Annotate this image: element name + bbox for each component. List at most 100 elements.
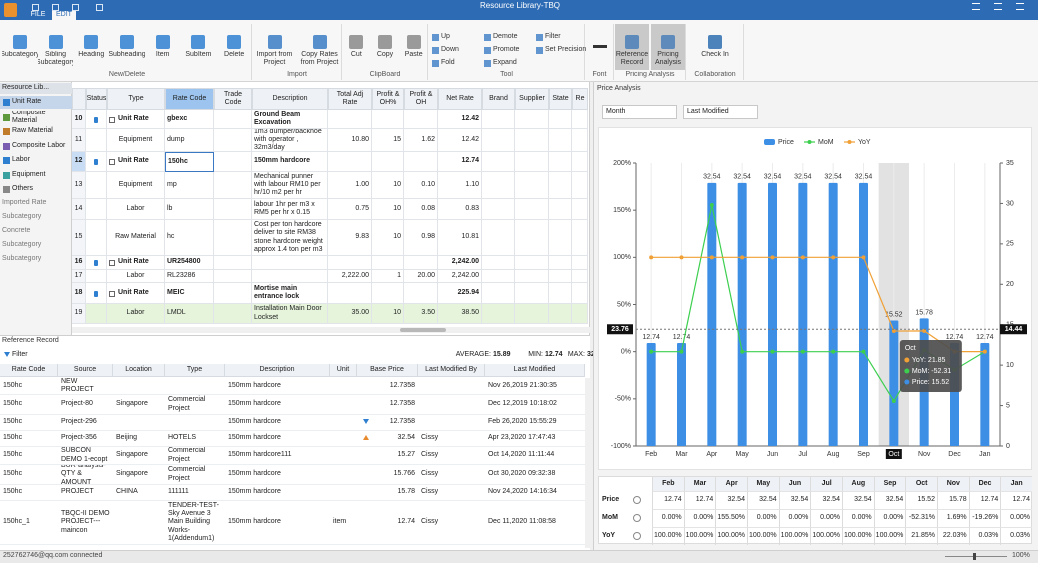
grid-cell[interactable]: UR254800 — [165, 256, 214, 270]
ribbon-button[interactable]: Sibling Subcategory — [37, 51, 74, 67]
grid-cell[interactable]: 1m3 dumper/backhoe with operator , 32m3/… — [252, 129, 328, 152]
grid-cell[interactable] — [549, 199, 572, 220]
grid-cell[interactable]: Labor — [107, 304, 165, 324]
grid-cell[interactable] — [214, 304, 252, 324]
nav-tree-item[interactable]: Subcategory — [2, 212, 42, 220]
grid-cell[interactable]: RL23286 — [165, 270, 214, 283]
grid-cell[interactable]: Labor — [107, 270, 165, 283]
grid-header[interactable]: Supplier — [515, 88, 549, 110]
grid-cell[interactable] — [328, 283, 372, 304]
grid-cell[interactable] — [515, 110, 549, 129]
ribbon-button[interactable]: Copy Rates from Project — [300, 51, 339, 67]
grid-cell[interactable] — [372, 256, 404, 270]
grid-cell[interactable]: MEIC — [165, 283, 214, 304]
grid-cell[interactable]: mp — [165, 172, 214, 199]
grid-cell[interactable]: lb — [165, 199, 214, 220]
grid-cell[interactable] — [572, 110, 588, 129]
nav-tree-item[interactable]: Concrete — [2, 226, 31, 234]
nav-category[interactable]: Labor — [12, 156, 30, 164]
grid-cell[interactable] — [372, 283, 404, 304]
grid-cell[interactable] — [515, 152, 549, 172]
grid-cell[interactable]: 1.10 — [438, 172, 482, 199]
ref-header[interactable]: Unit — [330, 364, 357, 377]
grid-cell[interactable]: 0.75 — [328, 199, 372, 220]
ribbon-button[interactable]: SubItem — [185, 51, 212, 58]
grid-cell[interactable] — [572, 283, 588, 304]
grid-cell[interactable] — [549, 304, 572, 324]
window-control[interactable] — [1016, 3, 1024, 10]
grid-cell[interactable]: 150hc — [165, 152, 214, 172]
quick-access-icon[interactable] — [52, 4, 59, 11]
grid-cell[interactable] — [214, 129, 252, 152]
grid-cell[interactable]: 0.08 — [404, 199, 438, 220]
grid-cell[interactable] — [214, 152, 252, 172]
grid-cell[interactable]: Equipment — [107, 172, 165, 199]
grid-cell[interactable]: 1.00 — [328, 172, 372, 199]
grid-cell[interactable] — [86, 304, 107, 324]
grid-cell[interactable] — [328, 256, 372, 270]
grid-cell[interactable] — [482, 129, 515, 152]
ref-header[interactable]: Base Price — [357, 364, 418, 377]
grid-cell[interactable] — [515, 283, 549, 304]
grid-header[interactable]: Status — [86, 88, 107, 110]
grid-header[interactable]: Total Adj Rate — [328, 88, 372, 110]
grid-header[interactable]: Re — [572, 88, 588, 110]
grid-cell[interactable]: Installation Main Door Lockset — [252, 304, 328, 324]
grid-cell[interactable]: Ground Beam Excavation — [252, 110, 328, 129]
h-scroll-thumb[interactable] — [400, 328, 446, 332]
ribbon-button[interactable]: Demote — [493, 33, 518, 41]
grid-cell[interactable]: 35.00 — [328, 304, 372, 324]
quick-access-icon[interactable] — [72, 4, 79, 11]
grid-header[interactable]: Brand — [482, 88, 515, 110]
grid-cell[interactable] — [549, 270, 572, 283]
ribbon-tab[interactable]: EDIT — [52, 11, 76, 20]
grid-cell[interactable] — [328, 152, 372, 172]
grid-cell[interactable]: LMDL — [165, 304, 214, 324]
ref-header[interactable]: Source — [58, 364, 113, 377]
grid-cell[interactable]: dump — [165, 129, 214, 152]
ribbon-button[interactable]: Check In — [701, 51, 729, 58]
grid-cell[interactable] — [515, 270, 549, 283]
quick-access-icon[interactable] — [96, 4, 103, 11]
grid-cell[interactable]: 0.98 — [404, 220, 438, 256]
grid-cell[interactable]: Mechanical punner with labour RM10 per h… — [252, 172, 328, 199]
grid-cell[interactable]: Unit Rate — [107, 256, 165, 270]
ref-header[interactable]: Last Modified By — [418, 364, 485, 377]
grid-cell[interactable] — [572, 270, 588, 283]
grid-cell[interactable]: 3.50 — [404, 304, 438, 324]
grid-cell[interactable] — [572, 220, 588, 256]
ribbon-button[interactable]: Cut — [350, 51, 362, 58]
grid-cell[interactable]: 12.42 — [438, 110, 482, 129]
ribbon-button[interactable]: Promote — [493, 46, 520, 54]
grid-cell[interactable] — [482, 152, 515, 172]
ribbon-button[interactable]: Import from Project — [256, 51, 293, 67]
nav-category[interactable]: Unit Rate — [12, 98, 42, 106]
grid-header[interactable]: Description — [252, 88, 328, 110]
grid-header[interactable]: Trade Code — [214, 88, 252, 110]
grid-cell[interactable] — [515, 129, 549, 152]
grid-cell[interactable]: 12.42 — [438, 129, 482, 152]
grid-cell[interactable] — [86, 270, 107, 283]
ribbon-button[interactable]: Up — [441, 33, 450, 41]
grid-cell[interactable] — [482, 270, 515, 283]
nav-category[interactable]: Raw Material — [12, 127, 53, 135]
grid-cell[interactable]: Equipment — [107, 129, 165, 152]
ribbon-button[interactable]: Heading — [78, 51, 105, 58]
grid-cell[interactable]: 225.94 — [438, 283, 482, 304]
ribbon-button[interactable]: Filter — [545, 33, 561, 41]
grid-cell[interactable] — [482, 304, 515, 324]
nav-tree-item[interactable]: Subcategory — [2, 254, 42, 262]
grid-cell[interactable]: 9.83 — [328, 220, 372, 256]
grid-cell[interactable] — [404, 152, 438, 172]
grid-cell[interactable] — [404, 256, 438, 270]
grid-cell[interactable] — [482, 110, 515, 129]
grid-cell[interactable]: 1.62 — [404, 129, 438, 152]
grid-cell[interactable] — [214, 220, 252, 256]
grid-cell[interactable]: gbexc — [165, 110, 214, 129]
grid-header[interactable]: State — [549, 88, 572, 110]
grid-cell[interactable] — [372, 110, 404, 129]
grid-cell[interactable]: Raw Material — [107, 220, 165, 256]
grid-cell[interactable] — [404, 110, 438, 129]
grid-cell[interactable]: hc — [165, 220, 214, 256]
quick-access-icon[interactable] — [32, 4, 39, 11]
